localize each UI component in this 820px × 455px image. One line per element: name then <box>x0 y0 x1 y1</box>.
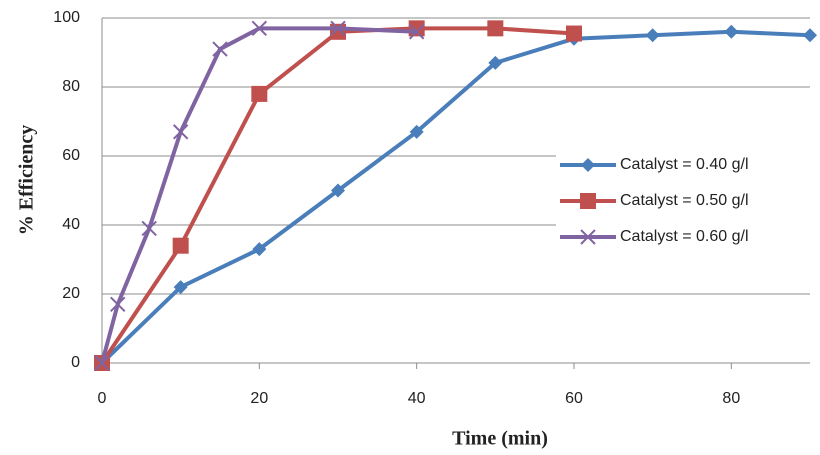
legend-label: Catalyst = 0.40 g/l <box>620 156 749 173</box>
y-tick-label: 80 <box>62 78 80 95</box>
marker <box>173 280 188 295</box>
x-tick-label: 20 <box>250 390 268 407</box>
y-tick-label: 40 <box>62 216 80 233</box>
marker <box>330 20 346 37</box>
marker <box>408 24 425 40</box>
marker <box>252 242 267 257</box>
x-tick-label: 80 <box>722 390 740 407</box>
marker <box>724 24 739 39</box>
marker <box>330 23 346 40</box>
marker <box>580 229 596 245</box>
y-tick-label: 20 <box>62 285 80 302</box>
marker <box>488 55 503 70</box>
marker <box>212 41 228 57</box>
marker <box>331 183 345 198</box>
marker <box>141 220 157 237</box>
marker <box>409 124 424 139</box>
y-tick-label: 0 <box>71 354 80 371</box>
marker <box>251 85 268 102</box>
y-tick-label: 60 <box>62 147 80 164</box>
marker <box>172 124 189 140</box>
marker <box>94 355 110 371</box>
marker <box>581 158 595 172</box>
legend-label: Catalyst = 0.60 g/l <box>620 228 749 245</box>
y-axis-title: % Efficiency <box>16 125 38 236</box>
y-tick-label: 100 <box>53 9 80 26</box>
marker <box>487 20 504 37</box>
legend-label: Catalyst = 0.50 g/l <box>620 192 749 209</box>
marker <box>408 20 425 37</box>
marker <box>803 28 817 43</box>
series-line <box>100 29 811 365</box>
marker <box>172 237 189 254</box>
marker <box>580 193 596 209</box>
x-tick-label: 60 <box>565 390 583 407</box>
series-line <box>100 26 417 364</box>
x-axis-title: Time (min) <box>452 428 548 450</box>
x-tick-label: 0 <box>98 390 107 407</box>
x-tick-label: 40 <box>408 390 426 407</box>
marker <box>566 25 582 42</box>
marker <box>645 28 660 43</box>
marker <box>251 20 268 37</box>
marker <box>110 296 126 313</box>
